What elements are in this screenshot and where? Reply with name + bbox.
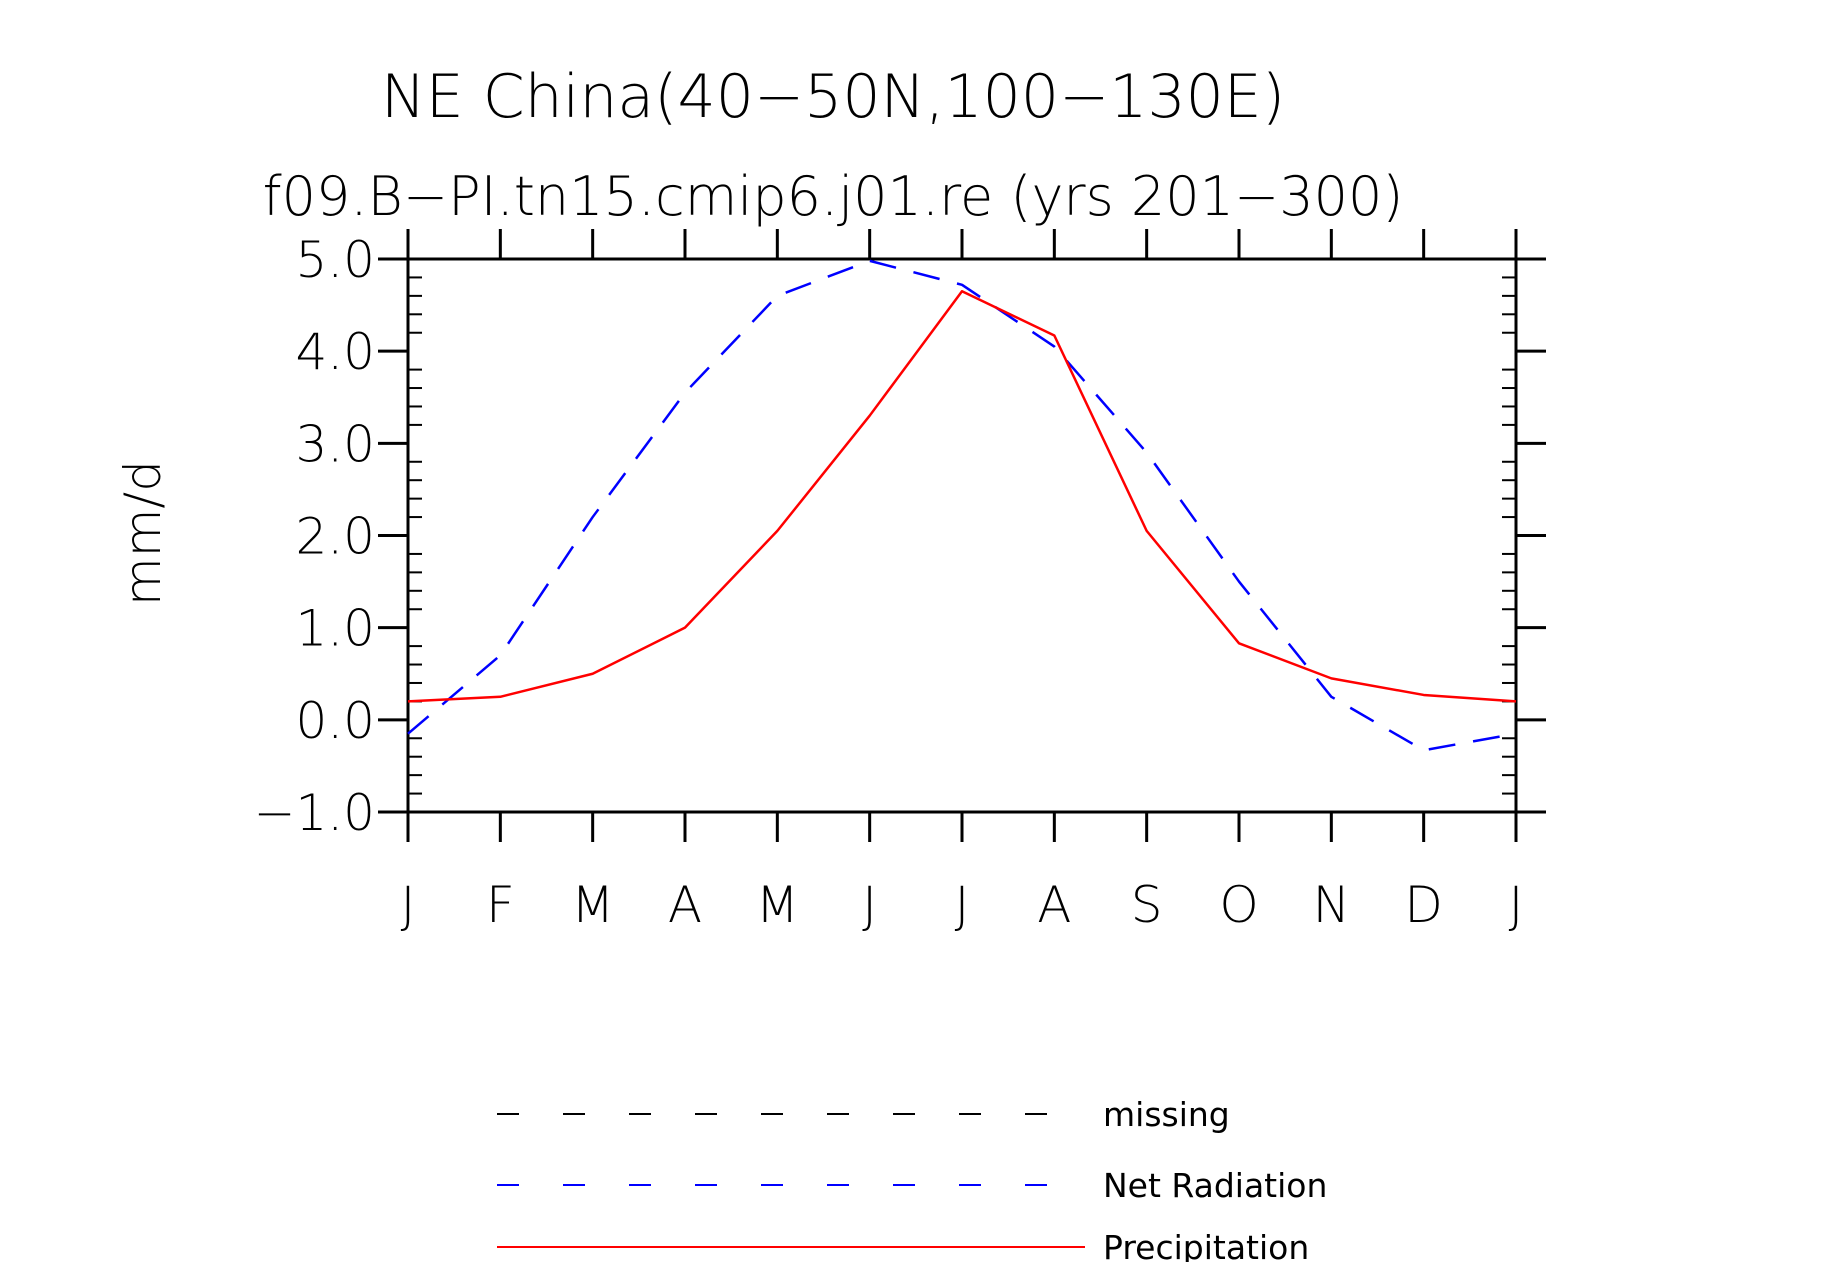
legend-label-missing: missing: [1103, 1095, 1230, 1134]
x-tick-label: A: [1037, 876, 1071, 934]
y-axis-label: mm/d: [114, 460, 172, 606]
x-tick-label: S: [1131, 876, 1163, 934]
plot-frame: [406, 257, 1518, 814]
y-tick-label: −1.0: [254, 784, 375, 842]
y-tick-label: 0.0: [295, 692, 375, 750]
x-tick-label: M: [756, 876, 799, 934]
series-line-net-radiation: [407, 259, 1517, 752]
chart-subtitle: f09.B−PI.tn15.cmip6.j01.re (yrs 201−300): [263, 165, 1404, 228]
x-tick-label: J: [955, 876, 970, 934]
x-tick-label: J: [1509, 876, 1524, 934]
y-tick-label: 3.0: [295, 415, 375, 473]
x-tick-label: A: [668, 876, 702, 934]
y-tick-label: 5.0: [295, 231, 375, 289]
y-tick-label: 4.0: [295, 323, 375, 381]
legend-label-precipitation: Precipitation: [1103, 1228, 1309, 1262]
y-tick-label: 1.0: [295, 600, 375, 658]
chart-title: NE China(40−50N,100−130E): [381, 62, 1285, 132]
y-tick-label: 2.0: [295, 508, 375, 566]
x-tick-label: D: [1404, 876, 1443, 934]
x-tick-label: M: [571, 876, 614, 934]
x-tick-label: F: [486, 876, 515, 934]
x-tick-label: O: [1219, 876, 1258, 934]
x-tick-label: N: [1313, 876, 1350, 934]
series-line-precipitation: [407, 290, 1517, 703]
x-tick-label: J: [862, 876, 877, 934]
legend-label-net-radiation: Net Radiation: [1103, 1166, 1327, 1205]
x-tick-label: J: [401, 876, 416, 934]
